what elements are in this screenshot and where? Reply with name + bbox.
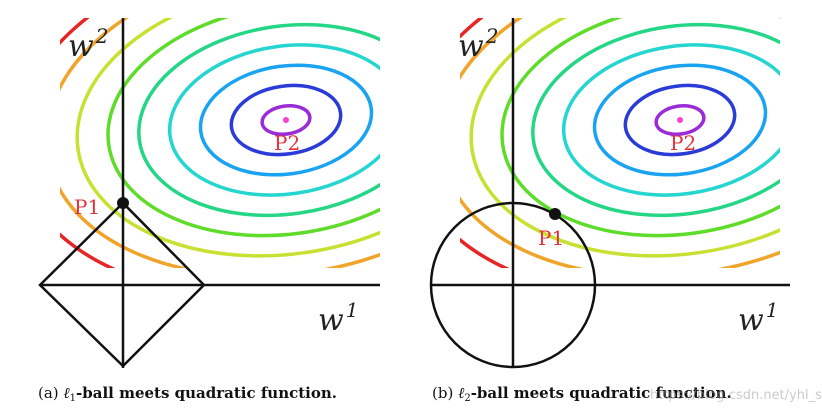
p2-label-b: P2: [670, 131, 696, 155]
p1-label-b: P1: [538, 226, 564, 250]
l2-ball-circle: [429, 201, 597, 369]
p1-point-a: [117, 197, 129, 209]
caption-a: (a) ℓ1-ball meets quadratic function.: [38, 384, 338, 404]
p1-label-a: P1: [74, 195, 100, 219]
contour-level-6-a: [106, 18, 380, 238]
p2-label-a: P2: [274, 131, 300, 155]
contour-level-3-b: [592, 63, 768, 177]
watermark-text: https://blog.csdn.net/yhl_sf: [650, 388, 822, 403]
contour-ellipses-b: [460, 18, 780, 268]
contour-level-1-a: [260, 103, 312, 137]
minimum-marker-b: [677, 117, 683, 123]
caption-b: (b) ℓ2-ball meets quadratic function.: [432, 384, 732, 404]
contour-level-5-b: [531, 22, 780, 218]
contour-level-5-a: [137, 22, 380, 218]
contour-level-3-a: [198, 63, 374, 177]
contour-level-2-b: [623, 83, 737, 157]
contour-level-2-a: [229, 83, 343, 157]
contour-level-6-b: [500, 18, 780, 238]
contour-level-7-a: [75, 18, 380, 258]
p1-point-b: [549, 208, 561, 220]
minimum-marker-a: [283, 117, 289, 123]
contour-level-7-b: [469, 18, 780, 258]
contour-level-9-b: [460, 18, 780, 268]
contour-ellipses-a: [60, 18, 380, 268]
contour-level-4-a: [167, 43, 380, 197]
contour-level-4-b: [561, 43, 780, 197]
l1-ball-diamond: [38, 201, 206, 368]
contour-level-1-b: [654, 103, 706, 137]
